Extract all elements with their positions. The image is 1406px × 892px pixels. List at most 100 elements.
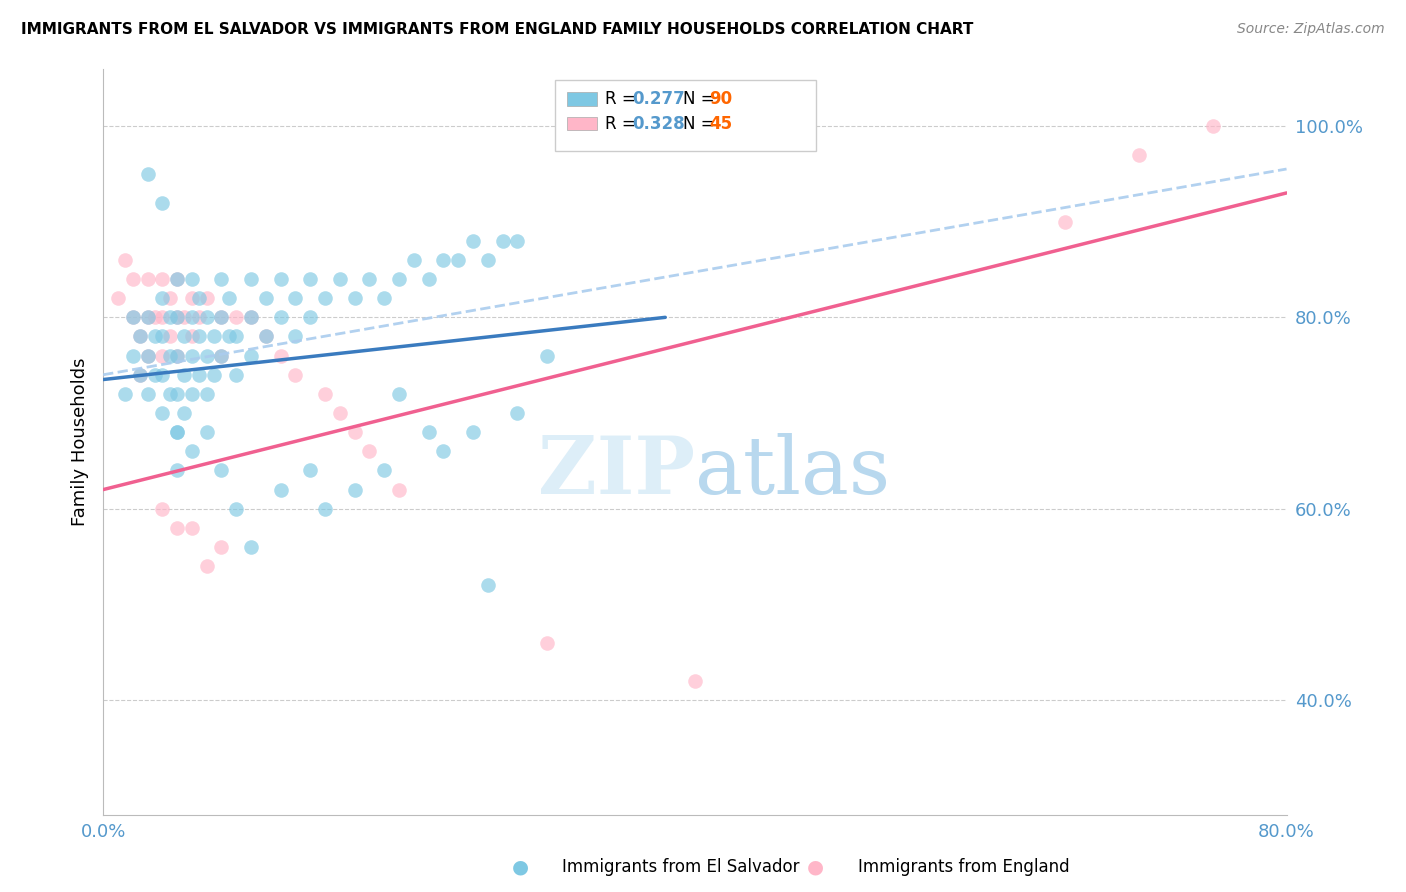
Text: ●: ● <box>807 857 824 877</box>
Point <box>180 521 202 535</box>
Point <box>121 272 143 286</box>
Point <box>150 310 173 325</box>
Point <box>284 329 307 343</box>
Point <box>343 483 366 497</box>
Point <box>211 540 233 554</box>
Point <box>136 349 159 363</box>
Text: N =: N = <box>683 115 720 133</box>
Point <box>270 310 292 325</box>
Point <box>211 349 233 363</box>
Point <box>166 463 188 477</box>
Point <box>129 329 152 343</box>
Point <box>254 329 277 343</box>
Point <box>195 349 218 363</box>
Y-axis label: Family Households: Family Households <box>72 358 89 526</box>
Point <box>240 349 263 363</box>
Point <box>211 349 233 363</box>
Point <box>373 463 395 477</box>
Point <box>329 272 352 286</box>
Point <box>114 252 136 267</box>
Point <box>188 329 211 343</box>
Point <box>1128 147 1150 161</box>
Point <box>329 406 352 420</box>
Point <box>188 291 211 305</box>
Point <box>211 310 233 325</box>
Point <box>143 310 166 325</box>
Point <box>180 329 202 343</box>
Text: N =: N = <box>683 90 720 108</box>
Point <box>150 406 173 420</box>
FancyBboxPatch shape <box>567 93 596 106</box>
Point <box>314 291 336 305</box>
Point <box>240 540 263 554</box>
Text: 0.328: 0.328 <box>633 115 685 133</box>
Point <box>150 272 173 286</box>
Point <box>136 349 159 363</box>
Point <box>166 310 188 325</box>
Point <box>225 368 247 382</box>
Text: R =: R = <box>605 90 641 108</box>
Point <box>299 272 322 286</box>
Point <box>284 368 307 382</box>
Text: ZIP: ZIP <box>538 433 695 510</box>
Point <box>195 291 218 305</box>
Point <box>195 387 218 401</box>
Point <box>343 291 366 305</box>
Point <box>359 272 381 286</box>
Point <box>166 349 188 363</box>
Point <box>150 195 173 210</box>
Text: R =: R = <box>605 115 641 133</box>
Point <box>447 252 470 267</box>
Point <box>314 387 336 401</box>
Point <box>180 444 202 458</box>
Point <box>107 291 129 305</box>
Point <box>129 368 152 382</box>
Point <box>211 272 233 286</box>
Point <box>166 521 188 535</box>
Point <box>129 329 152 343</box>
Point <box>195 310 218 325</box>
Point <box>284 291 307 305</box>
Point <box>388 387 411 401</box>
Point <box>211 310 233 325</box>
Point <box>166 349 188 363</box>
Point <box>225 329 247 343</box>
Text: 0.277: 0.277 <box>633 90 685 108</box>
Point <box>159 310 181 325</box>
Point <box>491 234 513 248</box>
Point <box>314 501 336 516</box>
Point <box>225 310 247 325</box>
Point <box>202 329 225 343</box>
Point <box>166 272 188 286</box>
Point <box>225 501 247 516</box>
Point <box>173 329 195 343</box>
Point <box>418 272 440 286</box>
Text: Source: ZipAtlas.com: Source: ZipAtlas.com <box>1237 22 1385 37</box>
FancyBboxPatch shape <box>555 79 815 151</box>
Point <box>536 349 558 363</box>
Point <box>159 387 181 401</box>
Point <box>121 349 143 363</box>
Point <box>136 387 159 401</box>
Point <box>180 349 202 363</box>
Text: atlas: atlas <box>695 433 890 510</box>
Point <box>343 425 366 440</box>
Point <box>254 329 277 343</box>
Point <box>143 368 166 382</box>
Point <box>150 501 173 516</box>
Point <box>166 425 188 440</box>
Point <box>683 673 706 688</box>
Point <box>373 291 395 305</box>
Text: 45: 45 <box>709 115 733 133</box>
Point <box>211 463 233 477</box>
Point <box>299 310 322 325</box>
Point <box>240 310 263 325</box>
Text: Immigrants from El Salvador: Immigrants from El Salvador <box>562 858 800 876</box>
Point <box>432 252 454 267</box>
Point <box>188 310 211 325</box>
Point <box>218 329 240 343</box>
Point <box>270 272 292 286</box>
Point <box>388 483 411 497</box>
Point <box>506 234 529 248</box>
Text: ●: ● <box>512 857 529 877</box>
